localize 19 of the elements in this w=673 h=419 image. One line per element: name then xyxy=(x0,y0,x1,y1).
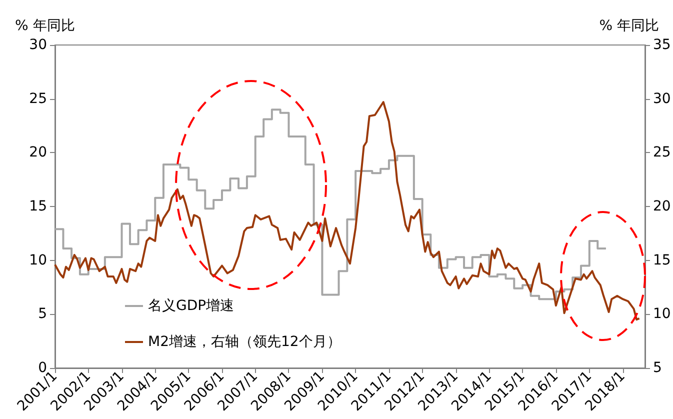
y-tick-label: 15 xyxy=(29,198,47,214)
y2-tick-label: 25 xyxy=(653,144,671,161)
y-axis-title: % 年同比 xyxy=(15,18,75,34)
legend-label: M2增速，右轴（领先12个月） xyxy=(148,334,341,350)
y2-tick-label: 5 xyxy=(653,360,662,376)
y-tick-label: 20 xyxy=(29,144,47,161)
y2-tick-label: 35 xyxy=(653,37,671,53)
y2-axis-title: % 年同比 xyxy=(599,18,659,34)
y-tick-label: 5 xyxy=(38,306,47,322)
y2-tick-label: 15 xyxy=(653,252,671,268)
y-tick-label: 10 xyxy=(29,252,47,268)
y2-tick-label: 30 xyxy=(653,90,671,107)
y-tick-label: 0 xyxy=(38,360,47,376)
y2-tick-label: 20 xyxy=(653,198,671,214)
legend-label: 名义GDP增速 xyxy=(148,298,234,314)
y2-tick-label: 10 xyxy=(653,306,671,322)
y-tick-label: 25 xyxy=(29,90,47,107)
line-series xyxy=(54,101,640,321)
y-tick-label: 30 xyxy=(29,37,47,53)
